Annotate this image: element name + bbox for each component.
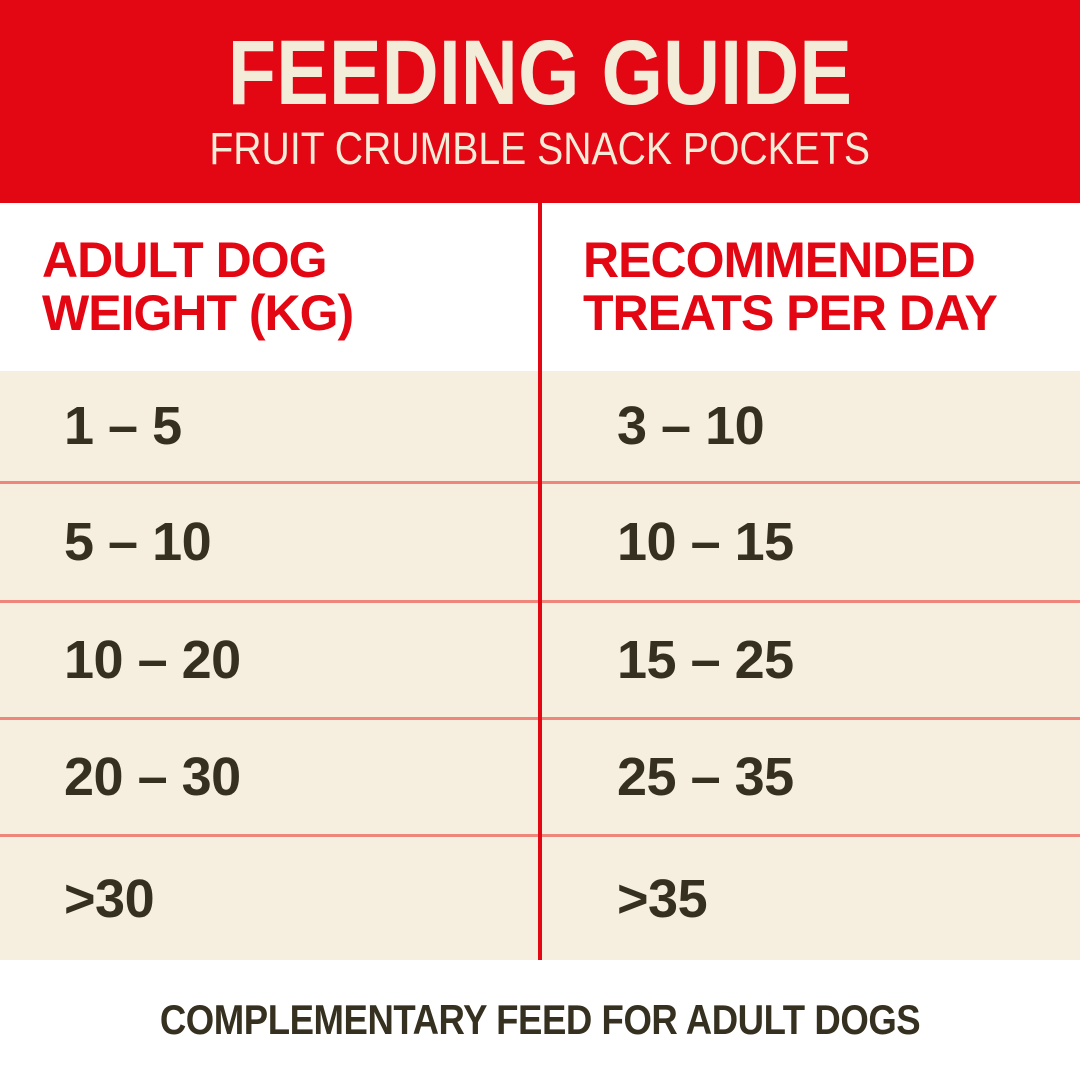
footer-note: COMPLEMENTARY FEED FOR ADULT DOGS: [159, 996, 921, 1043]
treats-cell: >35: [540, 872, 1080, 926]
column-header-treats: RECOMMENDED TREATS PER DAY: [540, 231, 1080, 341]
treats-value: 25 – 35: [617, 747, 794, 807]
column-header-treats-label: RECOMMENDED TREATS PER DAY: [583, 231, 998, 341]
weight-value: >30: [64, 868, 155, 929]
treats-value: 15 – 25: [617, 630, 794, 690]
column-header-weight: ADULT DOG WEIGHT (KG): [0, 231, 540, 341]
treats-cell: 3 – 10: [540, 399, 1080, 453]
weight-cell: 20 – 30: [0, 750, 540, 804]
treats-cell: 10 – 15: [540, 515, 1080, 569]
weight-value: 5 – 10: [64, 512, 212, 572]
page-title: FEEDING GUIDE: [227, 22, 853, 125]
treats-cell: 25 – 35: [540, 750, 1080, 804]
weight-cell: 1 – 5: [0, 399, 540, 453]
weight-value: 20 – 30: [64, 747, 241, 807]
feeding-table: ADULT DOG WEIGHT (KG) RECOMMENDED TREATS…: [0, 203, 1080, 960]
treats-value: 10 – 15: [617, 512, 794, 572]
column-header-weight-label: ADULT DOG WEIGHT (KG): [42, 231, 354, 341]
weight-value: 10 – 20: [64, 630, 241, 690]
column-divider-line: [538, 203, 542, 960]
treats-value: 3 – 10: [617, 396, 765, 456]
footer: COMPLEMENTARY FEED FOR ADULT DOGS: [0, 960, 1080, 1080]
product-subtitle: FRUIT CRUMBLE SNACK POCKETS: [209, 122, 871, 174]
weight-cell: 10 – 20: [0, 633, 540, 687]
weight-cell: 5 – 10: [0, 515, 540, 569]
header-banner: FEEDING GUIDE FRUIT CRUMBLE SNACK POCKET…: [0, 0, 1080, 203]
weight-cell: >30: [0, 872, 540, 926]
treats-cell: 15 – 25: [540, 633, 1080, 687]
weight-value: 1 – 5: [64, 396, 182, 456]
treats-value: >35: [617, 868, 708, 929]
